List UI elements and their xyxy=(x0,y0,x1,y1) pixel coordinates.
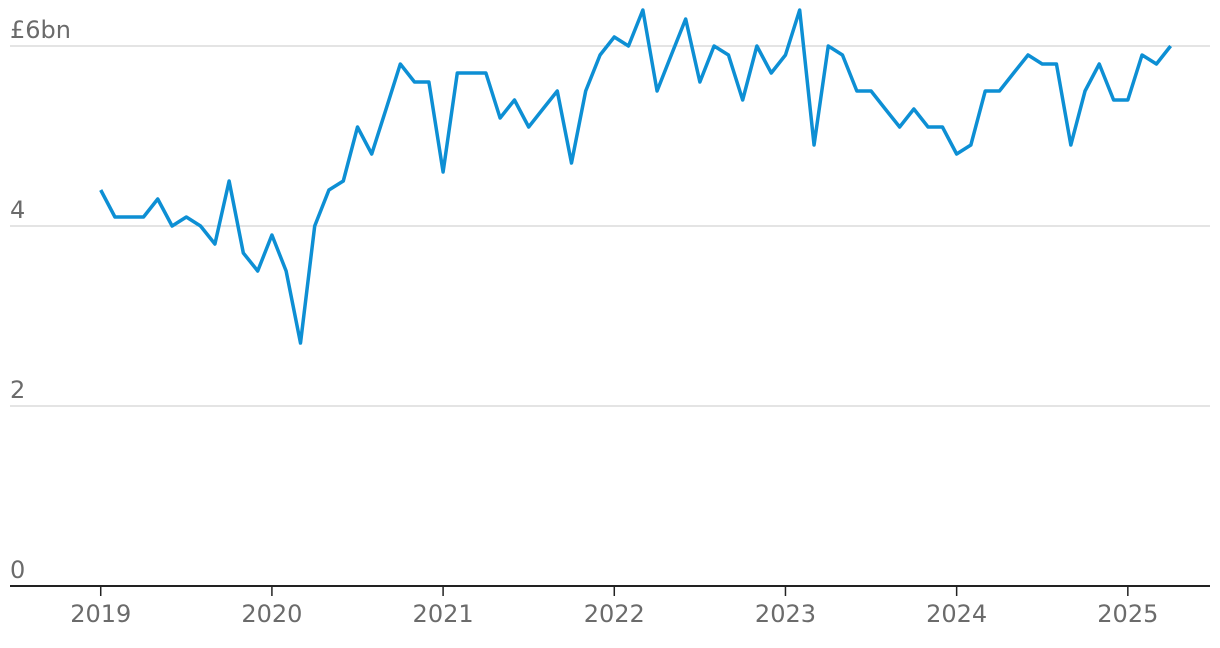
x-tick-label: 2019 xyxy=(70,600,131,628)
y-tick-label: 0 xyxy=(10,556,25,584)
x-tick-label: 2022 xyxy=(584,600,645,628)
y-tick-label: 4 xyxy=(10,196,25,224)
y-tick-label: £6bn xyxy=(10,16,71,44)
data-line xyxy=(99,8,1173,345)
x-tick-label: 2024 xyxy=(926,600,987,628)
x-tick-label: 2025 xyxy=(1097,600,1158,628)
y-tick-label: 2 xyxy=(10,376,25,404)
x-tick-label: 2023 xyxy=(755,600,816,628)
x-tick-label: 2020 xyxy=(241,600,302,628)
x-tick-label: 2021 xyxy=(413,600,474,628)
